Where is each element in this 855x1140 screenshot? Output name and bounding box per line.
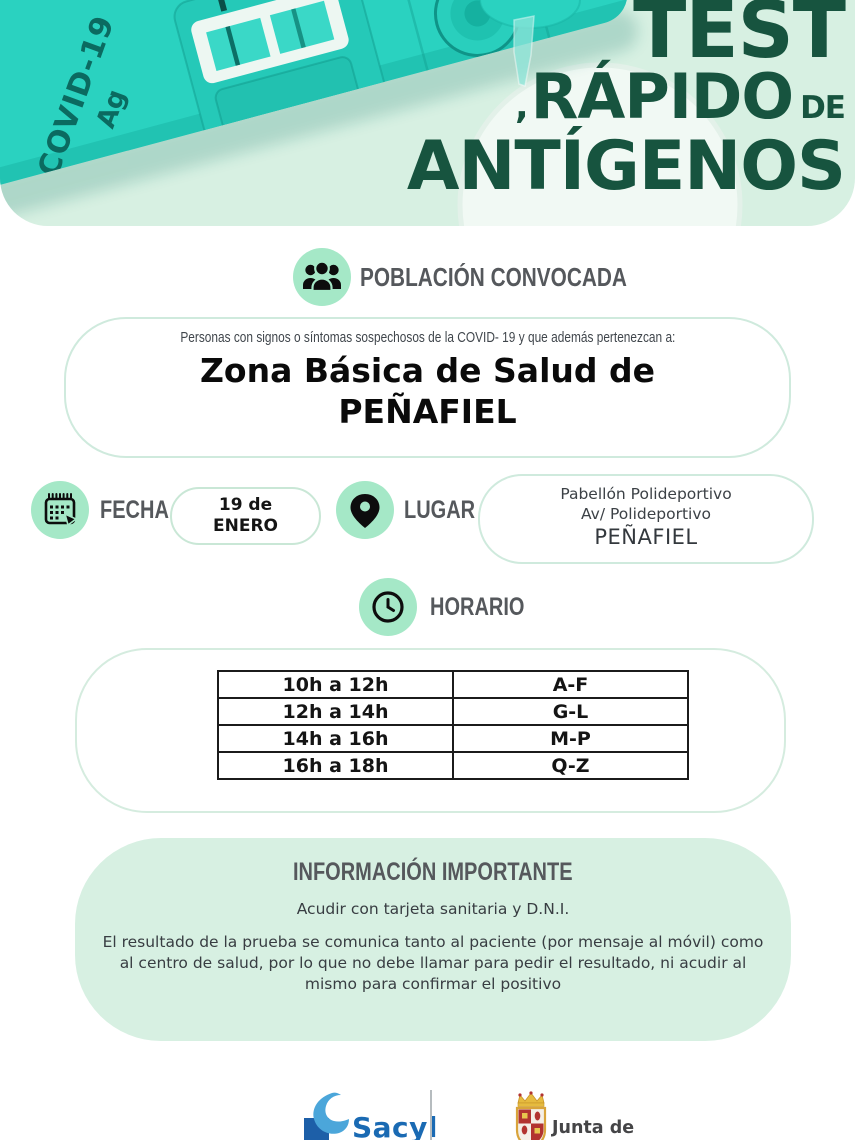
date-line2: ENERO <box>213 516 278 536</box>
fecha-label: FECHA <box>100 481 186 539</box>
dropper-tip <box>513 15 535 87</box>
people-icon-circle <box>293 248 351 306</box>
junta-logo-text: Junta de <box>552 1118 635 1138</box>
table-cell-time: 16h a 18h <box>217 751 454 780</box>
location-box: Pabellón Polideportivo Av/ Polideportivo… <box>478 474 814 564</box>
zone-box: Personas con signos o síntomas sospechos… <box>64 317 791 458</box>
table-row: 10h a 12h A-F <box>217 670 689 699</box>
dropper-bottle <box>480 0 580 28</box>
poblacion-heading-label: POBLACIÓN CONVOCADA <box>360 261 627 292</box>
junta-crest-icon <box>515 1091 547 1140</box>
zone-intro: Personas con signos o síntomas sospechos… <box>179 330 676 346</box>
table-cell-letters: A-F <box>452 670 689 699</box>
control-line <box>225 25 241 66</box>
hero-title-line1: TEST <box>633 0 846 76</box>
hero-title-comma: , <box>514 86 529 127</box>
info-box: INFORMACIÓN IMPORTANTE Acudir con tarjet… <box>75 838 791 1041</box>
location-pin-icon <box>350 494 380 528</box>
info-line1: Acudir con tarjeta sanitaria y D.N.I. <box>296 900 570 918</box>
fecha-label-text: FECHA <box>100 495 169 524</box>
date-pill: 19 de ENERO <box>170 487 321 545</box>
sacyl-logo-text: Sacyl <box>352 1111 439 1140</box>
horario-heading-label: HORARIO <box>430 592 525 621</box>
footer-divider <box>430 1090 432 1140</box>
table-cell-time: 12h a 14h <box>217 697 454 726</box>
poblacion-heading: POBLACIÓN CONVOCADA <box>360 248 694 306</box>
date-line1: 19 de <box>218 495 273 515</box>
hero-title-line3: ANTÍGENOS <box>406 127 846 206</box>
lugar-label-text: LUGAR <box>404 495 476 524</box>
pin-icon-circle <box>336 481 394 539</box>
hero-title-line2: RÁPIDO <box>530 60 794 133</box>
cassette-shadow <box>0 9 638 226</box>
schedule-table: 10h a 12h A-F 12h a 14h G-L 14h a 16h M-… <box>217 670 689 780</box>
lugar-label: LUGAR <box>404 481 493 539</box>
location-line3: PEÑAFIEL <box>594 525 698 549</box>
hero-banner: COVID-19 Ag TEST ,RÁPIDO DE ANTÍGENOS <box>0 0 855 226</box>
horario-heading: HORARIO <box>430 578 548 636</box>
zone-title-line1: Zona Básica de Salud de <box>200 351 655 390</box>
info-paragraph: El resultado de la prueba se comunica ta… <box>102 933 764 993</box>
test-line <box>291 8 306 49</box>
location-line2: Av/ Polideportivo <box>580 504 712 523</box>
table-cell-letters: Q-Z <box>452 751 689 780</box>
clock-icon <box>372 591 404 623</box>
table-cell-time: 10h a 12h <box>217 670 454 699</box>
info-heading: INFORMACIÓN IMPORTANTE <box>293 858 573 886</box>
table-row: 14h a 16h M-P <box>217 724 689 753</box>
hero-title-line2-suffix: DE <box>800 90 846 126</box>
clock-icon-circle <box>359 578 417 636</box>
zone-title-line2: PEÑAFIEL <box>338 392 517 431</box>
calendar-icon <box>44 493 78 527</box>
sacyl-logo-icon <box>304 1092 349 1140</box>
table-row: 16h a 18h Q-Z <box>217 751 689 780</box>
calendar-icon-circle <box>31 481 89 539</box>
cassette-group: COVID-19 Ag <box>0 0 638 226</box>
table-cell-letters: M-P <box>452 724 689 753</box>
table-cell-letters: G-L <box>452 697 689 726</box>
location-line1: Pabellón Polideportivo <box>560 485 732 503</box>
table-cell-time: 14h a 16h <box>217 724 454 753</box>
people-icon <box>303 260 341 293</box>
hero-title: TEST ,RÁPIDO DE ANTÍGENOS <box>407 0 846 201</box>
test-cassette-illustration: COVID-19 Ag <box>0 0 743 226</box>
table-row: 12h a 14h G-L <box>217 697 689 726</box>
tube-cap-disc <box>460 65 740 226</box>
